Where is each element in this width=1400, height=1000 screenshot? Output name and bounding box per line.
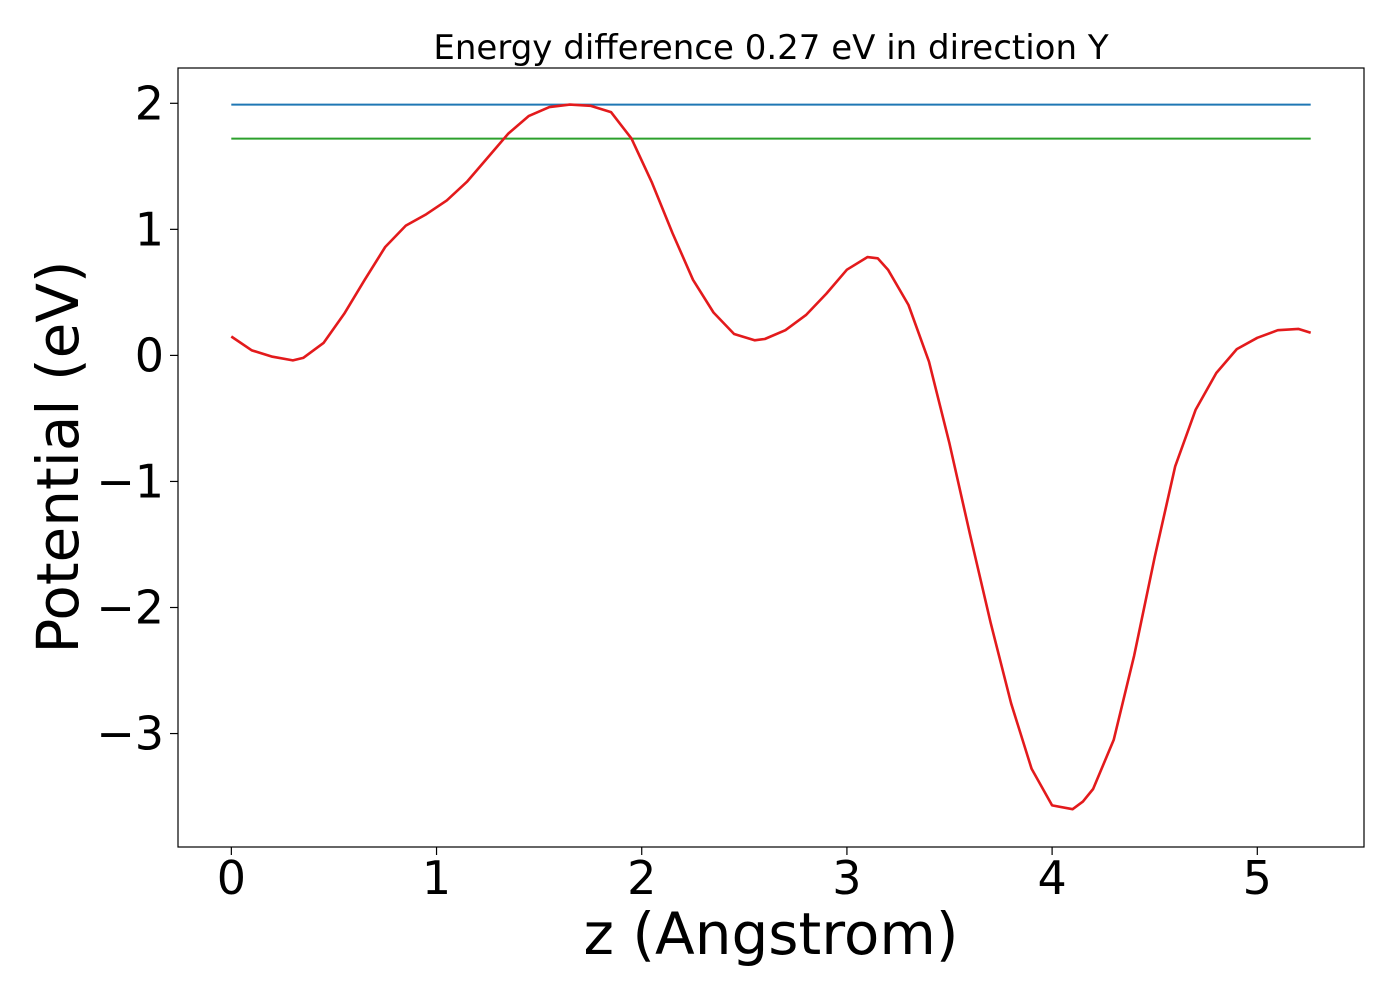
x-axis-label: z (Angstrom) [583,900,959,968]
chart-title: Energy difference 0.27 eV in direction Y [433,28,1109,68]
y-tick-label: 1 [135,202,164,256]
y-tick-label: −2 [96,581,164,635]
x-tick-label: 5 [1243,851,1272,905]
x-tick-label: 3 [832,851,861,905]
series-line-2 [230,103,1312,811]
x-tick-label: 0 [217,851,246,905]
y-tick-label: 0 [135,328,164,382]
x-tick-label: 4 [1037,851,1066,905]
y-tick-label: −1 [96,454,164,508]
y-tick-label: −3 [96,707,164,761]
x-tick-label: 2 [627,851,656,905]
plot-area-frame [177,67,1365,848]
x-tick-label: 1 [422,851,451,905]
y-tick-label: 2 [135,76,164,130]
